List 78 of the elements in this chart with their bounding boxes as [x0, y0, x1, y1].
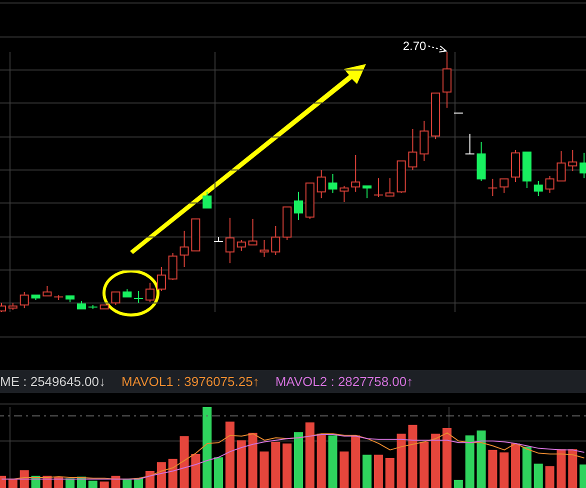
bar [362, 454, 372, 488]
bar [534, 464, 543, 488]
bar [431, 434, 440, 488]
bar [305, 422, 314, 488]
bar [248, 432, 258, 488]
candlestick [225, 217, 234, 264]
candlestick [316, 170, 326, 199]
candlestick [260, 239, 269, 258]
bar [374, 454, 383, 488]
candlestick [134, 290, 144, 304]
bar [545, 466, 554, 488]
text: MAVOL2 : 2827758.00↑ [275, 374, 414, 389]
bar [351, 435, 360, 488]
candlestick [500, 178, 509, 194]
bar [260, 452, 269, 488]
bar [122, 479, 132, 488]
candlestick [545, 176, 554, 194]
bar [214, 457, 224, 488]
candlestick [488, 178, 498, 197]
bar [556, 449, 566, 488]
candlestick [42, 286, 52, 296]
bar [100, 482, 109, 488]
candlestick [373, 178, 384, 198]
candlestick [236, 239, 246, 252]
candlestick [420, 120, 429, 162]
candlestick [202, 191, 212, 208]
bar [568, 449, 578, 488]
candlestick [568, 150, 578, 172]
bar [294, 432, 303, 488]
candlestick [180, 230, 189, 268]
candlestick [408, 128, 418, 171]
bar [168, 458, 178, 488]
bar [396, 434, 406, 488]
candlestick [328, 173, 338, 194]
bar [522, 446, 532, 488]
bar [146, 470, 154, 488]
candlestick [156, 266, 166, 292]
candlestick [271, 225, 280, 256]
bar [271, 442, 280, 488]
candlestick [146, 282, 154, 303]
bar [465, 435, 474, 488]
bar [202, 407, 212, 488]
candlestick [248, 218, 258, 246]
bar [488, 450, 498, 488]
bar [282, 443, 292, 488]
bar [236, 440, 246, 488]
candlestick [534, 180, 543, 197]
candlestick [464, 133, 475, 154]
candlestick [442, 52, 452, 108]
candlestick [111, 291, 120, 306]
bar [511, 443, 520, 488]
bar [408, 424, 418, 488]
candlestick [385, 178, 394, 197]
bar [88, 480, 98, 488]
candlestick [340, 185, 349, 203]
bar [340, 452, 349, 488]
bar [328, 435, 338, 488]
text: MAVOL1 : 3976075.25↑ [122, 374, 260, 389]
bar [156, 462, 166, 488]
bar [442, 428, 452, 488]
bar [8, 479, 18, 488]
bar [191, 454, 200, 488]
bar [476, 430, 486, 488]
text: ME : 2549645.00↓ [0, 374, 106, 389]
candlestick [168, 252, 178, 281]
candlestick [20, 291, 29, 309]
candlestick [362, 185, 372, 199]
bar [316, 434, 326, 488]
candlestick [556, 150, 566, 182]
bar [454, 480, 463, 488]
bar [180, 436, 189, 488]
bar [385, 458, 394, 488]
bar [500, 452, 509, 488]
annotation: 2.70 [402, 39, 427, 53]
candlestick [351, 154, 360, 192]
candlestick [294, 191, 303, 220]
bar [225, 422, 234, 488]
bar [420, 442, 429, 488]
